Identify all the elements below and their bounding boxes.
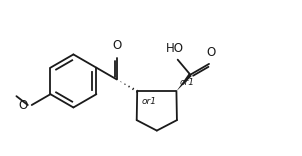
Text: or1: or1: [141, 97, 156, 106]
Text: HO: HO: [166, 42, 184, 55]
Text: or1: or1: [179, 78, 194, 87]
Text: O: O: [18, 98, 28, 112]
Text: O: O: [206, 46, 216, 59]
Text: O: O: [112, 39, 121, 52]
Polygon shape: [176, 73, 192, 91]
